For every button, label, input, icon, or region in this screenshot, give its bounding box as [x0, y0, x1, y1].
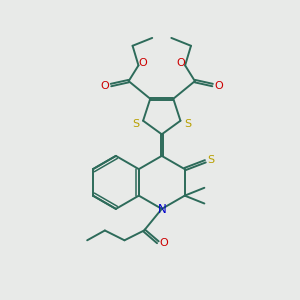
Text: N: N [158, 203, 166, 216]
Text: S: S [184, 119, 191, 129]
Text: S: S [208, 155, 215, 165]
Text: O: O [101, 81, 110, 91]
Text: O: O [159, 238, 168, 248]
Text: S: S [133, 119, 140, 129]
Text: O: O [177, 58, 185, 68]
Text: O: O [138, 58, 147, 68]
Text: O: O [214, 81, 223, 91]
